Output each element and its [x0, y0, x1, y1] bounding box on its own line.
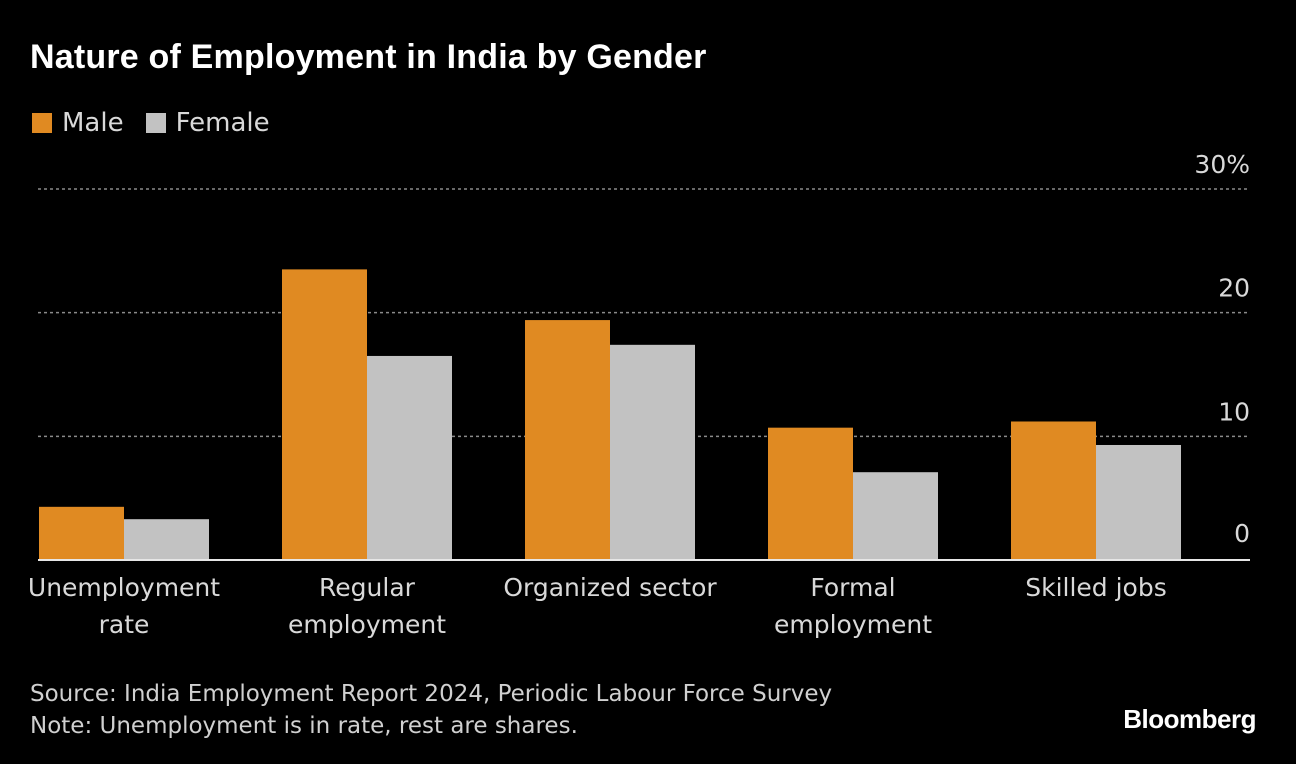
legend-swatch-female [145, 113, 166, 133]
y-tick-label: 10 [1218, 397, 1250, 426]
x-tick-label: Regular employment [288, 573, 446, 639]
x-tick-label: Unemployment rate [28, 573, 220, 639]
legend-item-female: Female [145, 108, 270, 138]
legend-label-male: Male [62, 108, 124, 138]
legend-item-male: Male [32, 108, 124, 138]
footer: Source: India Employment Report 2024, Pe… [30, 678, 832, 742]
bar-female [1096, 444, 1181, 560]
legend-label-female: Female [175, 108, 270, 138]
bar-male [525, 320, 610, 560]
bar-female [367, 355, 452, 560]
legend-swatch-male [32, 113, 52, 133]
x-category-labels: Unemployment rate Regular employment Organiz… [28, 573, 1167, 639]
x-tick-label: Formal employment [774, 573, 932, 639]
x-tick-label: Organized sector [503, 573, 717, 602]
chart-title: Nature of Employment in India by Gender [30, 38, 707, 76]
bar-male [39, 506, 124, 560]
bar-chart: 0 10 20 30% Unemployment rate Regular employme… [28, 150, 1250, 639]
bar-female [610, 344, 695, 560]
source-note: Source: India Employment Report 2024, Pe… [30, 681, 833, 707]
bar-female [124, 519, 209, 560]
bar-female [853, 472, 938, 560]
y-tick-label: 30% [1194, 150, 1250, 179]
bar-male [1011, 421, 1096, 560]
bar-male [282, 269, 367, 560]
bloomberg-logo: Bloomberg [1123, 704, 1256, 734]
y-tick-labels: 0 10 20 30% [1194, 150, 1250, 548]
legend: Male Female [32, 108, 270, 138]
y-tick-label: 20 [1218, 274, 1250, 303]
bars [39, 269, 1181, 560]
bar-male [768, 427, 853, 560]
y-tick-label: 0 [1234, 519, 1250, 548]
footnote: Note: Unemployment is in rate, rest are … [30, 713, 578, 739]
x-tick-label: Skilled jobs [1025, 573, 1167, 602]
